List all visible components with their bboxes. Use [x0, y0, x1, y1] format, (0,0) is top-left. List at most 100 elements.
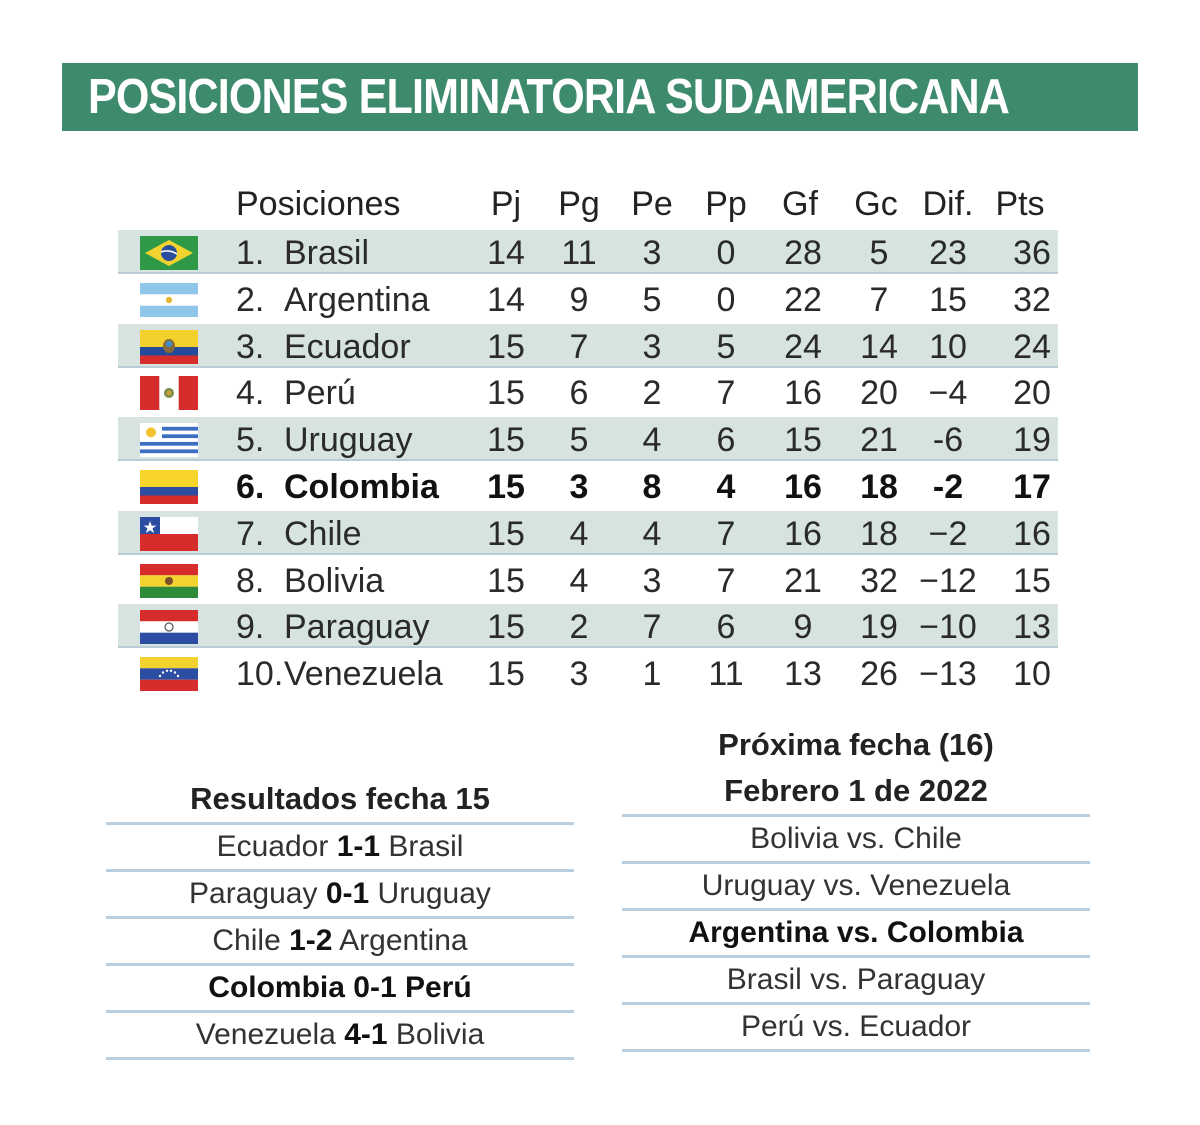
stat-gc: 20: [860, 374, 898, 413]
title-text: POSICIONES ELIMINATORIA SUDAMERICANA: [88, 70, 1010, 124]
stat-pp: 11: [708, 655, 744, 694]
stat-pp: 6: [716, 421, 736, 460]
paraguay-flag-icon: [140, 610, 198, 645]
stat-pj: 14: [487, 280, 525, 319]
stat-dif: −10: [919, 608, 977, 647]
position-number: 10.: [236, 655, 284, 694]
stat-pe: 4: [642, 421, 662, 460]
table-row: 9. Paraguay 15 2 7 6 9 19 −10 13: [118, 604, 1058, 649]
table-row: 6. Colombia 15 3 8 4 16 18 -2 17: [118, 464, 1058, 508]
stat-pts: 20: [1013, 374, 1051, 413]
header-gf: Gf: [782, 185, 818, 223]
stat-gc: 19: [860, 608, 898, 647]
stat-gc: 14: [860, 327, 898, 366]
position-number: 4.: [236, 374, 265, 413]
stat-gf: 13: [784, 655, 822, 694]
stat-gc: 7: [869, 280, 889, 319]
stat-pp: 7: [716, 561, 736, 600]
stat-gc: 5: [869, 234, 889, 272]
stat-pe: 3: [642, 561, 662, 600]
stat-pj: 15: [487, 608, 525, 647]
fixture-item: Uruguay vs. Venezuela: [622, 864, 1090, 911]
stat-dif: -2: [932, 468, 964, 506]
stat-gf: 9: [793, 608, 813, 647]
table-row: 2. Argentina 14 9 5 0 22 7 15 32: [118, 277, 1058, 321]
stat-pts: 19: [1013, 421, 1051, 460]
stat-dif: 15: [929, 280, 967, 319]
home-team: Venezuela: [195, 1018, 336, 1051]
position-number: 8.: [236, 561, 265, 600]
match-score: 4-1: [344, 1018, 388, 1051]
chile-flag-icon: [140, 516, 198, 551]
stat-pe: 2: [642, 374, 662, 413]
position-number: 9.: [236, 608, 265, 647]
argentina-flag-icon: [140, 282, 198, 317]
stat-pp: 7: [716, 514, 736, 553]
stat-gf: 16: [784, 468, 822, 506]
next-title-line2: Febrero 1 de 2022: [724, 773, 988, 808]
stat-pj: 15: [487, 374, 525, 413]
match-score: 0-1: [325, 877, 370, 910]
stat-gc: 21: [860, 421, 898, 460]
stat-pp: 7: [716, 374, 736, 413]
fixture-item: Perú vs. Ecuador: [622, 1005, 1090, 1052]
stat-dif: −2: [928, 514, 968, 553]
table-row: 1. Brasil 14 11 3 0 28 5 23 36: [118, 230, 1058, 274]
stat-gf: 16: [784, 374, 822, 413]
header-pp: Pp: [705, 185, 747, 223]
fixture-item: Bolivia vs. Chile: [622, 814, 1090, 864]
venezuela-flag-icon: [140, 657, 198, 692]
position-number: 6.: [236, 468, 265, 506]
stat-pp: 4: [716, 468, 736, 506]
result-item: Ecuador 1-1 Brasil: [106, 822, 574, 872]
stat-gf: 15: [784, 421, 822, 460]
stat-pe: 4: [642, 514, 662, 553]
stat-pe: 1: [642, 655, 662, 694]
results-section: Resultados fecha 15 Ecuador 1-1 Brasil Pa…: [106, 776, 574, 1060]
stat-gf: 24: [784, 327, 822, 366]
position-number: 7.: [236, 514, 265, 553]
stat-pts: 36: [1013, 234, 1051, 272]
header-pts: Pts: [995, 185, 1045, 223]
match-score: 1-1: [336, 830, 381, 863]
result-item: Chile 1-2 Argentina: [106, 919, 574, 966]
header-gc: Gc: [854, 185, 898, 223]
stat-pp: 0: [716, 234, 736, 272]
standings-header: Posiciones Pj Pg Pe Pp Gf Gc Dif. Pts: [0, 185, 1200, 231]
away-team: Brasil: [388, 830, 464, 863]
header-pe: Pe: [631, 185, 673, 223]
team-name: Bolivia: [284, 561, 385, 600]
next-fixtures-section: Próxima fecha (16) Febrero 1 de 2022 Bol…: [622, 722, 1090, 1052]
stat-pj: 14: [487, 234, 525, 272]
ecuador-flag-icon: [140, 329, 198, 364]
stat-pe: 5: [642, 280, 662, 319]
stat-dif: 23: [929, 234, 967, 272]
home-team: Paraguay: [189, 877, 318, 910]
stat-pts: 32: [1013, 280, 1051, 319]
stat-pts: 13: [1013, 608, 1051, 647]
stat-pj: 15: [487, 327, 525, 366]
stat-pp: 6: [716, 608, 736, 647]
stat-pg: 3: [569, 655, 589, 694]
stat-gc: 18: [860, 468, 898, 506]
team-name: Paraguay: [284, 608, 430, 647]
stat-pg: 5: [569, 421, 589, 460]
match-score: 0-1: [353, 971, 397, 1004]
stat-pts: 15: [1013, 561, 1051, 600]
stat-dif: -6: [932, 421, 964, 460]
position-number: 2.: [236, 280, 265, 319]
table-row: 3. Ecuador 15 7 3 5 24 14 10 24: [118, 323, 1058, 368]
stat-pg: 4: [569, 514, 589, 553]
stat-pp: 0: [716, 280, 736, 319]
stat-dif: −13: [919, 655, 977, 694]
header-team: Posiciones: [236, 185, 401, 223]
stat-pts: 24: [1013, 327, 1051, 366]
away-team: Bolivia: [395, 1018, 485, 1051]
table-row: 4. Perú 15 6 2 7 16 20 −4 20: [118, 370, 1058, 414]
fixture-item: Argentina vs. Colombia: [622, 911, 1090, 958]
stat-pj: 15: [487, 421, 525, 460]
home-team: Ecuador: [216, 830, 329, 863]
stat-gf: 28: [784, 234, 822, 272]
team-name: Perú: [284, 374, 356, 413]
away-team: Argentina: [339, 924, 468, 957]
